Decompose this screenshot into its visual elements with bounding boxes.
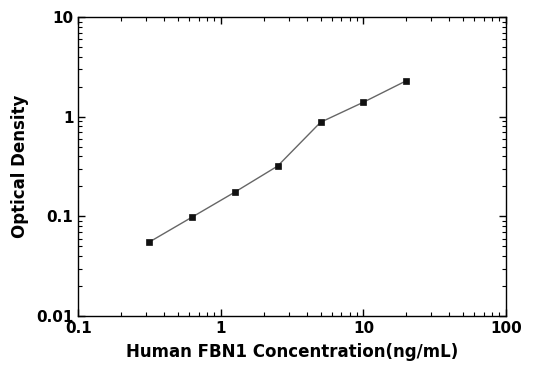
- X-axis label: Human FBN1 Concentration(ng/mL): Human FBN1 Concentration(ng/mL): [126, 343, 458, 361]
- Y-axis label: Optical Density: Optical Density: [11, 95, 29, 238]
